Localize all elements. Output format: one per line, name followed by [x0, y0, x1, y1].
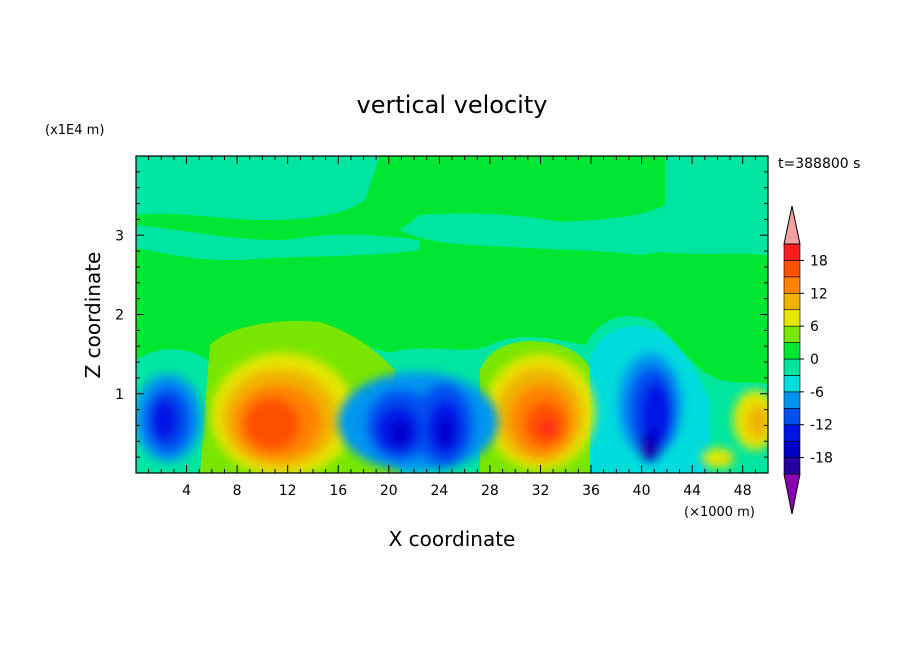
colorbar-label: -6	[810, 385, 824, 401]
x-tick-label: 4	[182, 483, 191, 499]
colorbar-bin	[783, 424, 801, 442]
x-tick-label: 40	[633, 483, 651, 499]
colorbar-label: -18	[810, 451, 833, 467]
y-tick-label: 2	[115, 308, 124, 324]
y-units-label: (x1E4 m)	[45, 123, 104, 138]
x-tick-label: 12	[279, 483, 297, 499]
x-axis-ticks: 4 8 12 16 20 24 28 32 36 40 44 48	[148, 156, 756, 499]
colorbar-bin	[783, 457, 801, 475]
colorbar-bin	[783, 358, 801, 376]
x-tick-label: 44	[683, 483, 701, 499]
colorbar-bin	[783, 292, 801, 311]
x-tick-label: 36	[582, 483, 600, 499]
downdraft-2	[338, 372, 498, 472]
downdraft-1	[136, 374, 202, 462]
upper-layer	[136, 156, 380, 221]
colorbar-bin	[783, 391, 801, 409]
updraft-1	[211, 353, 355, 473]
colorbar-min-arrow	[783, 473, 801, 515]
colorbar-bin	[783, 309, 801, 327]
y-axis-label: Z coordinate	[81, 252, 105, 379]
colorbar-label: 0	[810, 352, 819, 368]
x-axis-label: X coordinate	[389, 527, 516, 551]
downdraft-3	[618, 353, 682, 461]
time-label: t=388800 s	[778, 156, 860, 172]
x-tick-label: 24	[430, 483, 448, 499]
y-tick-label: 1	[115, 387, 124, 403]
y-axis-ticks: 1 2 3	[115, 171, 768, 458]
y-tick-label: 3	[115, 228, 124, 244]
x-tick-label: 32	[532, 483, 550, 499]
colorbar-label: -12	[810, 418, 833, 434]
colorbar-bin	[783, 375, 801, 393]
chart-title: vertical velocity	[357, 91, 548, 119]
x-tick-label: 28	[481, 483, 499, 499]
updraft-3	[702, 390, 768, 468]
contour-field	[136, 156, 768, 473]
colorbar-bin	[783, 325, 801, 343]
colorbar-label: 6	[810, 319, 819, 335]
colorbar-label: 18	[810, 253, 828, 269]
colorbar-max-arrow	[783, 205, 801, 245]
upper-band-right	[660, 224, 768, 255]
x-tick-label: 16	[329, 483, 347, 499]
colorbar-bin	[783, 407, 801, 426]
x-tick-label: 48	[734, 483, 752, 499]
updraft-2	[485, 354, 595, 470]
colorbar-bin	[783, 276, 801, 294]
x-tick-label: 20	[380, 483, 398, 499]
colorbar-bin	[783, 243, 801, 261]
x-units-label: (×1000 m)	[684, 505, 755, 520]
colorbar: 18 12 6 0 -6 -12 -18	[783, 205, 833, 515]
colorbar-label: 12	[810, 286, 828, 302]
x-tick-label: 8	[233, 483, 242, 499]
colorbar-bin	[783, 440, 801, 458]
colorbar-bin	[783, 342, 801, 360]
colorbar-bin	[783, 260, 801, 278]
upper-band-left	[136, 225, 420, 261]
